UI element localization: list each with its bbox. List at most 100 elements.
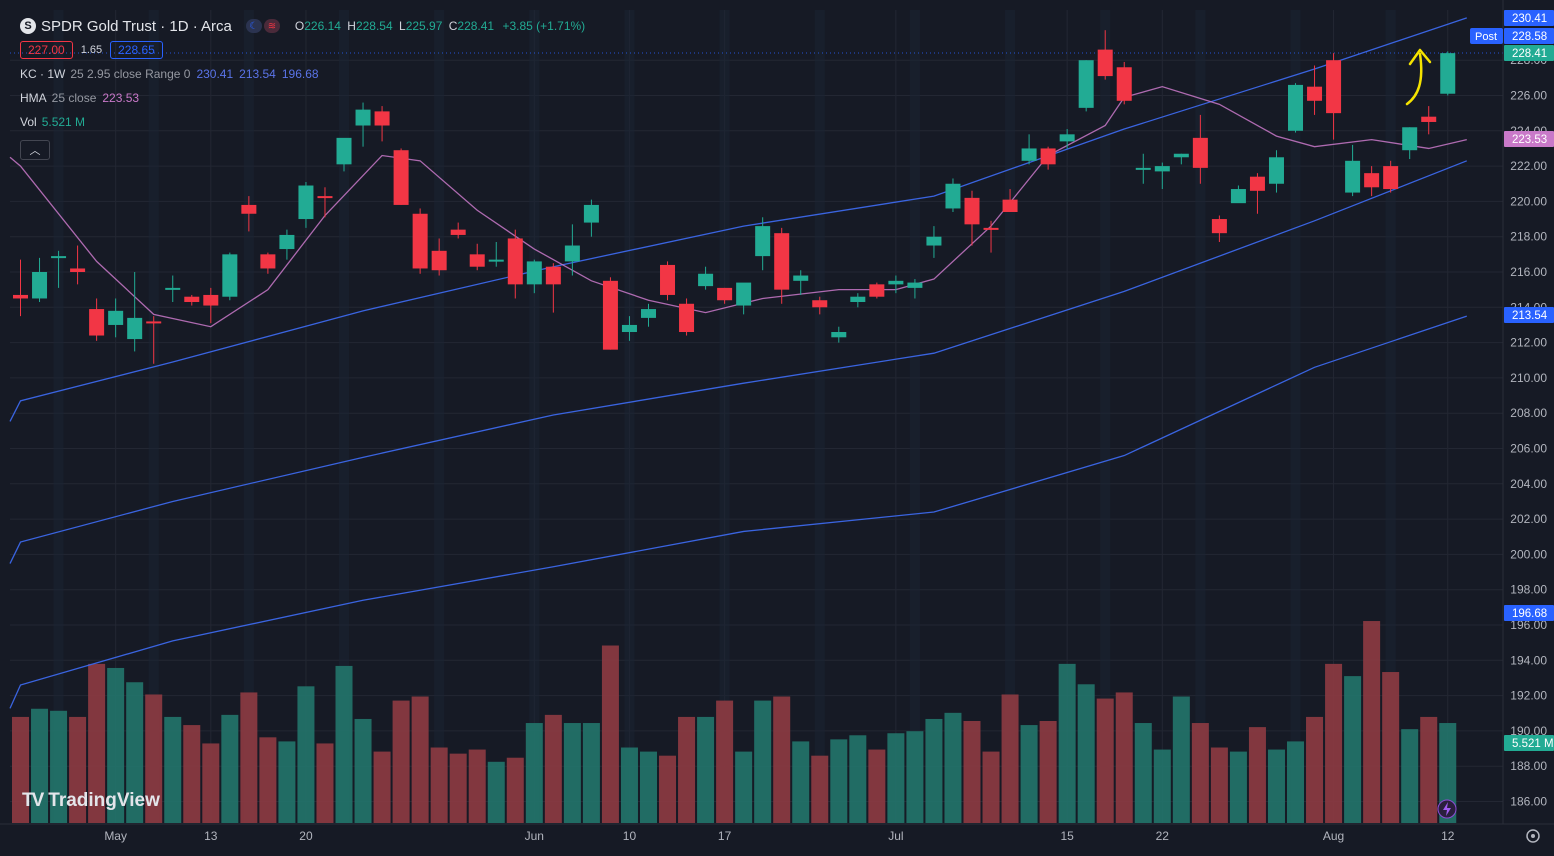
candle-body <box>203 294 219 306</box>
symbol-title[interactable]: SPDR Gold Trust · 1D · Arca <box>41 17 232 35</box>
price-tick-label: 188.00 <box>1510 759 1547 773</box>
volume-bar <box>1115 692 1133 823</box>
candle <box>1097 30 1113 80</box>
volume-bar <box>1020 725 1038 823</box>
date-tick-label: 10 <box>623 829 637 843</box>
post-tag: Post <box>1470 28 1503 44</box>
buy-button[interactable]: 228.65 <box>110 41 163 59</box>
volume-bar <box>601 645 619 823</box>
legend-title-row: S SPDR Gold Trust · 1D · Arca ☾ ≋ O226.1… <box>20 14 585 38</box>
candle <box>222 252 238 301</box>
candle-body <box>165 287 181 290</box>
candle-body <box>869 284 885 297</box>
volume-bar <box>31 708 49 823</box>
price-tick-label: 210.00 <box>1510 371 1547 385</box>
candle <box>583 199 599 237</box>
price-tick-label: 202.00 <box>1510 512 1547 526</box>
volume-bar <box>335 665 353 823</box>
volume-bar <box>164 716 182 823</box>
volume-bar <box>982 751 1000 823</box>
candle <box>355 102 371 147</box>
price-tag-box <box>1504 45 1554 61</box>
price-tag-label: 223.53 <box>1512 134 1547 146</box>
candle <box>1135 153 1151 184</box>
candle-body <box>355 109 371 126</box>
volume-bar <box>1382 672 1400 823</box>
volume-bar <box>1096 698 1114 823</box>
price-tick-label: 194.00 <box>1510 653 1547 667</box>
candle <box>1307 65 1323 115</box>
candle-body <box>1268 157 1284 184</box>
candle <box>888 275 904 294</box>
price-tick-label: 216.00 <box>1510 265 1547 279</box>
candle-body <box>393 150 409 205</box>
candle-body <box>317 196 333 199</box>
volume-bar <box>525 723 543 823</box>
indicator-kc-row[interactable]: KC · 1W 25 2.95 close Range 0 230.41 213… <box>20 62 585 86</box>
volume-bar <box>221 714 239 823</box>
candle <box>317 187 333 218</box>
volume-bar <box>1077 684 1095 823</box>
candle <box>51 250 67 288</box>
candle-body <box>89 309 105 336</box>
candle-body <box>1211 219 1227 234</box>
kc-lower-value: 196.68 <box>281 67 319 81</box>
session-break <box>719 10 730 823</box>
settings-gear-icon[interactable] <box>1526 829 1540 843</box>
hma-line <box>9 85 1467 328</box>
price-tag-box <box>1504 131 1554 147</box>
ohlc-high: 228.54 <box>355 19 393 33</box>
candle <box>374 106 390 142</box>
data-status-pill[interactable]: ☾ ≋ <box>245 19 280 33</box>
volume-bar <box>1267 749 1285 823</box>
candle <box>89 298 105 341</box>
candle-body <box>698 273 714 287</box>
candle <box>1040 146 1056 170</box>
indicator-hma-row[interactable]: HMA 25 close 223.53 <box>20 86 585 110</box>
post-tag-label: Post <box>1475 31 1497 43</box>
volume-bar <box>754 700 772 823</box>
candle <box>32 257 48 303</box>
volume-bar <box>12 716 29 823</box>
date-tick-label: Jun <box>525 829 544 843</box>
candle-body <box>469 254 485 267</box>
candle-body <box>717 287 733 301</box>
volume-bar <box>430 747 448 823</box>
tradingview-watermark: TV TradingView <box>22 790 160 812</box>
candle-body <box>1002 199 1018 212</box>
candle-body <box>964 197 980 225</box>
session-break <box>1100 10 1111 823</box>
volume-bar <box>792 741 810 823</box>
price-tag-box <box>1504 28 1554 44</box>
ohlc-close: 228.41 <box>457 19 495 33</box>
candle <box>336 137 352 172</box>
sell-button[interactable]: 227.00 <box>20 41 73 59</box>
candle-body <box>336 137 352 165</box>
collapse-legend-button[interactable]: ︿ <box>20 140 50 160</box>
price-tick-label: 226.00 <box>1510 89 1547 103</box>
session-break <box>434 10 445 823</box>
candle-body <box>431 250 447 271</box>
volume-bar <box>925 718 943 823</box>
volume-bar <box>582 723 600 823</box>
candle <box>469 243 485 271</box>
candle <box>488 241 504 267</box>
indicator-vol-row[interactable]: Vol 5.521 M <box>20 110 585 134</box>
session-break <box>148 10 159 823</box>
volume-bar <box>563 723 581 823</box>
price-tick-label: 206.00 <box>1510 442 1547 456</box>
candle-body <box>526 261 542 285</box>
candle-body <box>1249 176 1265 191</box>
price-tick-label: 208.00 <box>1510 406 1547 420</box>
candle <box>1288 83 1304 133</box>
vol-value: 5.521 M <box>41 115 86 129</box>
date-tick-label: 12 <box>1441 829 1455 843</box>
lightning-icon[interactable] <box>1437 799 1457 819</box>
price-tag-box <box>1504 735 1554 751</box>
candle <box>1154 162 1170 190</box>
candle-body <box>850 296 866 303</box>
candle-body <box>298 185 314 220</box>
price-tick-label: 192.00 <box>1510 689 1547 703</box>
